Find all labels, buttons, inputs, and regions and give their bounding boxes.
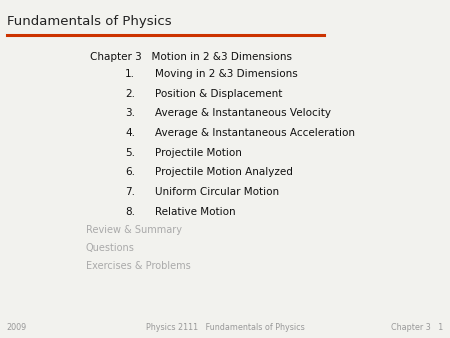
Text: Average & Instantaneous Velocity: Average & Instantaneous Velocity bbox=[155, 108, 331, 119]
Text: Average & Instantaneous Acceleration: Average & Instantaneous Acceleration bbox=[155, 128, 355, 138]
Text: Uniform Circular Motion: Uniform Circular Motion bbox=[155, 187, 279, 197]
Text: Review & Summary: Review & Summary bbox=[86, 225, 181, 236]
Text: 2.: 2. bbox=[125, 89, 135, 99]
Text: 5.: 5. bbox=[125, 148, 135, 158]
Text: 6.: 6. bbox=[125, 167, 135, 177]
Text: 3.: 3. bbox=[125, 108, 135, 119]
Text: 8.: 8. bbox=[125, 207, 135, 217]
Text: Relative Motion: Relative Motion bbox=[155, 207, 236, 217]
Text: Fundamentals of Physics: Fundamentals of Physics bbox=[7, 15, 171, 28]
Text: Projectile Motion Analyzed: Projectile Motion Analyzed bbox=[155, 167, 293, 177]
Text: 2009: 2009 bbox=[7, 323, 27, 332]
Text: Moving in 2 &3 Dimensions: Moving in 2 &3 Dimensions bbox=[155, 69, 298, 79]
Text: Physics 2111   Fundamentals of Physics: Physics 2111 Fundamentals of Physics bbox=[146, 323, 304, 332]
Text: 4.: 4. bbox=[125, 128, 135, 138]
Text: Exercises & Problems: Exercises & Problems bbox=[86, 261, 190, 271]
Text: Chapter 3   1: Chapter 3 1 bbox=[391, 323, 443, 332]
Text: Position & Displacement: Position & Displacement bbox=[155, 89, 283, 99]
Text: Questions: Questions bbox=[86, 243, 135, 253]
Text: 7.: 7. bbox=[125, 187, 135, 197]
Text: Chapter 3   Motion in 2 &3 Dimensions: Chapter 3 Motion in 2 &3 Dimensions bbox=[90, 52, 292, 63]
Text: Projectile Motion: Projectile Motion bbox=[155, 148, 242, 158]
Text: 1.: 1. bbox=[125, 69, 135, 79]
